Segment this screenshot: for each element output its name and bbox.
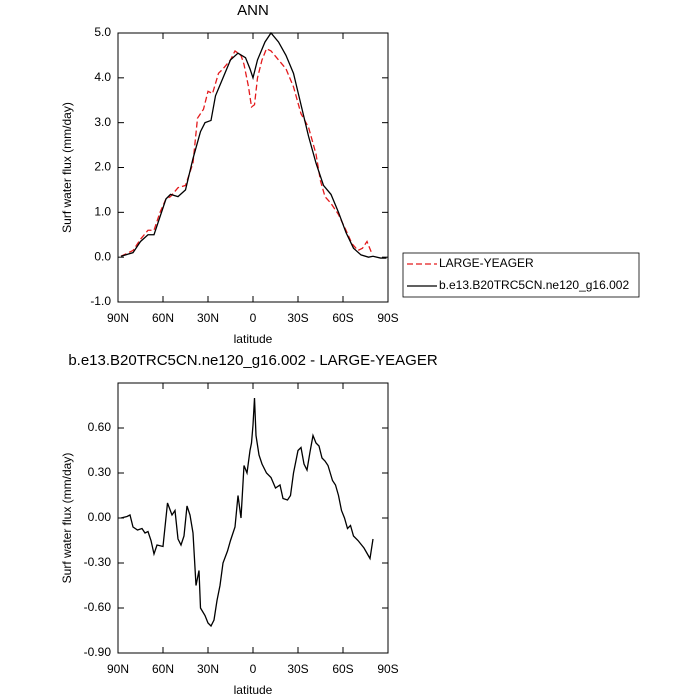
x-tick-label: 90S: [377, 662, 398, 676]
data-line: [120, 31, 387, 259]
x-tick-label: 60S: [332, 311, 353, 325]
x-tick-label: 0: [250, 311, 257, 325]
x-tick-label: 90N: [107, 662, 129, 676]
chart-title: ANN: [237, 2, 269, 19]
y-tick-label: -0.30: [84, 555, 112, 569]
x-tick-label: 30N: [197, 311, 219, 325]
y-tick-label: 5.0: [94, 25, 111, 39]
y-axis-label: Surf water flux (mm/day): [60, 102, 74, 233]
legend-label: b.e13.B20TRC5CN.ne120_g16.002: [439, 278, 629, 292]
x-tick-label: 90N: [107, 311, 129, 325]
y-tick-label: -0.90: [84, 645, 112, 659]
plot-frame: [117, 382, 389, 654]
x-tick-label: 30S: [287, 311, 308, 325]
y-tick-label: -1.0: [90, 294, 111, 308]
y-axis-label: Surf water flux (mm/day): [60, 453, 74, 584]
x-tick-label: 0: [250, 662, 257, 676]
y-tick-label: 2.0: [94, 160, 111, 174]
chart-title: b.e13.B20TRC5CN.ne120_g16.002 - LARGE-YE…: [68, 352, 438, 369]
y-tick-label: 4.0: [94, 70, 111, 84]
y-tick-label: 1.0: [94, 205, 111, 219]
y-tick-label: 0.60: [88, 420, 112, 434]
x-tick-label: 30N: [197, 662, 219, 676]
x-tick-label: 60N: [152, 662, 174, 676]
x-axis-label: latitude: [234, 332, 273, 346]
legend-box: [402, 252, 640, 298]
data-line: [120, 397, 374, 628]
y-tick-label: 3.0: [94, 115, 111, 129]
data-line: [120, 47, 373, 257]
x-axis-label: latitude: [234, 683, 273, 697]
plot-frame: [117, 32, 389, 303]
legend-label: LARGE-YEAGER: [439, 256, 534, 270]
y-tick-label: 0.30: [88, 465, 112, 479]
x-tick-label: 60N: [152, 311, 174, 325]
y-tick-label: 0.0: [94, 249, 111, 263]
y-tick-label: 0.00: [88, 510, 112, 524]
x-tick-label: 60S: [332, 662, 353, 676]
y-tick-label: -0.60: [84, 600, 112, 614]
x-tick-label: 90S: [377, 311, 398, 325]
x-tick-label: 30S: [287, 662, 308, 676]
